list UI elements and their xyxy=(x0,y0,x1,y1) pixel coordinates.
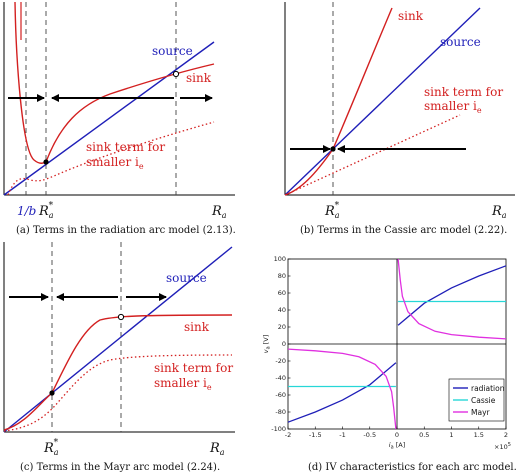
panel-d-ytick-label: -20 xyxy=(275,357,286,365)
panel-a-intersection-2 xyxy=(172,70,180,78)
panel-d-legend: radiation Cassie Mayr xyxy=(448,378,505,422)
panel-a-caption: (a) Terms in the radiation arc model (2.… xyxy=(16,225,236,236)
panel-d-xtick-label: 2 xyxy=(504,431,508,439)
panel-d-xtick-label: -0.5 xyxy=(363,431,376,439)
panel-a-tick-rstar: Ra* xyxy=(38,201,54,220)
panel-c-source-label: source xyxy=(166,271,207,285)
panel-c: source sink sink term for smaller ie Ra*… xyxy=(3,242,235,473)
panel-b-sink-small-label-1: sink term for xyxy=(424,85,503,99)
panel-d-legend-mayr: Mayr xyxy=(471,408,491,417)
panel-a-source-label: source xyxy=(152,44,193,58)
panel-c-sink-label: sink xyxy=(184,320,210,334)
panel-c-axis-label: Ra xyxy=(209,441,225,457)
panel-d-legend-cassie: Cassie xyxy=(471,396,496,405)
panel-d-xtick-label: -1 xyxy=(339,431,345,439)
panel-d-legend-radiation: radiation xyxy=(471,384,505,393)
panel-d-xtick-label: 1.5 xyxy=(474,431,484,439)
panel-d-xlabel: ia [A] xyxy=(389,441,405,451)
panel-d-xtick-label: 0.5 xyxy=(419,431,429,439)
panel-a-axis-label: Ra xyxy=(211,204,227,220)
panel-d-ytick-label: 40 xyxy=(278,306,286,314)
panel-a-sink-small-label-1: sink term for xyxy=(86,140,165,154)
panel-b-intersection xyxy=(330,146,336,152)
panel-b-sink-curve xyxy=(284,7,393,196)
panel-d-ytick-label: 80 xyxy=(278,272,286,280)
panel-d-ytick-label: 0 xyxy=(282,340,286,348)
panel-b-caption: (b) Terms in the Cassie arc model (2.22)… xyxy=(300,225,507,236)
panel-d-xtick-label: -1.5 xyxy=(309,431,322,439)
panel-b-sink-label: sink xyxy=(398,9,424,23)
panel-d-xtick-label: -2 xyxy=(285,431,291,439)
panel-d-ytick-label: 60 xyxy=(278,289,286,297)
panel-b-sink-small-line xyxy=(284,114,461,196)
panel-a-sink-small-label-2: smaller ie xyxy=(86,155,144,171)
panel-d-ytick-label: -60 xyxy=(275,391,286,399)
panel-b-sink-small-label-2: smaller ie xyxy=(424,99,482,115)
panel-d-ytick-label: 100 xyxy=(274,255,286,263)
panel-d-series-radiation-positive xyxy=(397,265,507,326)
panel-b-source-line xyxy=(284,7,481,196)
panel-c-sink-small-curve xyxy=(3,354,233,432)
panel-b-axis-label: Ra xyxy=(491,204,507,220)
panel-c-caption: (c) Terms in the Mayr arc model (2.24). xyxy=(20,462,220,473)
panel-c-tick-rstar: Ra* xyxy=(43,438,59,457)
panel-c-sink-small-label-1: sink term for xyxy=(154,361,233,375)
panel-d-ytick-label: -100 xyxy=(271,425,286,433)
panel-c-source-line xyxy=(3,246,233,433)
panel-d-series-mayr-negative xyxy=(287,348,397,430)
panel-d-ytick-label: -40 xyxy=(275,374,286,382)
panel-d-series xyxy=(287,258,507,430)
panel-c-intersection-1 xyxy=(49,390,55,396)
panel-a-source-line xyxy=(3,41,215,196)
panel-d-xtick-label: 1 xyxy=(449,431,453,439)
panel-b: source sink sink term for smaller ie Ra*… xyxy=(284,2,515,236)
panel-d-series-radiation-negative xyxy=(287,362,397,423)
panel-d-ytick-label: -80 xyxy=(275,408,286,416)
panel-a-sink-label: sink xyxy=(186,71,212,85)
panel-c-intersection-2 xyxy=(117,313,125,321)
panel-d-ylabel: va [V] xyxy=(262,335,272,354)
panel-a-tick-b: 1/b xyxy=(17,204,36,218)
panel-d-x-multiplier: ×105 xyxy=(494,442,511,451)
panel-b-tick-rstar: Ra* xyxy=(324,201,340,220)
panel-b-source-label: source xyxy=(440,35,481,49)
panel-c-sink-curve xyxy=(3,314,233,431)
panel-d-ytick-label: 20 xyxy=(278,323,286,331)
panel-a-intersection-1 xyxy=(43,159,49,165)
panel-a-sink-small-curve xyxy=(7,121,215,196)
panel-a: source sink sink term for smaller ie 1/b… xyxy=(3,1,236,236)
panel-d-xtick-label: 0 xyxy=(395,431,399,439)
panel-d-caption: (d) IV characteristics for each arc mode… xyxy=(308,462,517,473)
panel-d-series-mayr-positive xyxy=(397,258,507,340)
panel-c-sink-small-label-2: smaller ie xyxy=(154,376,212,392)
